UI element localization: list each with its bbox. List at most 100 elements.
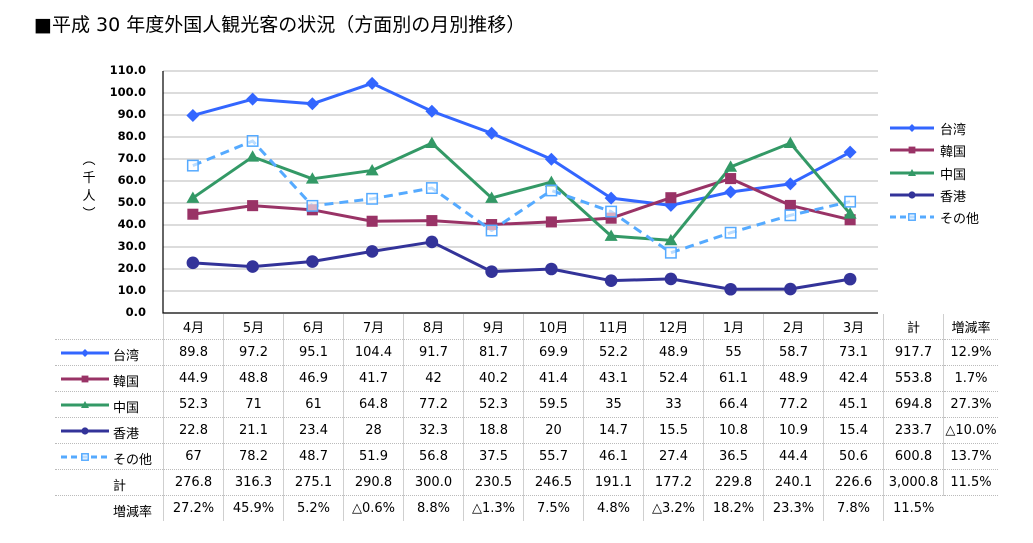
y-axis-label: ︵ 千 人 ︶	[80, 152, 98, 224]
data-point	[425, 235, 439, 249]
data-table: 4月 5月 6月 7月 8月 9月 10月 11月 12月 1月 2月 3月計増減率 台湾 89.8 97.…	[55, 314, 998, 521]
data-point	[605, 212, 617, 224]
table-row-rate: 増減率 27.2% 45.9% 5.2% △0.6% 8.8% △1.3% 7.5% 4.8% △…	[55, 495, 998, 522]
data-label: 44.4	[763, 443, 824, 470]
data-label: 48.9	[763, 365, 824, 392]
legend-label: 韓国	[940, 145, 967, 161]
data-point	[664, 233, 678, 246]
y-tick-label: 90.0	[117, 107, 146, 121]
data-label: 104.4	[343, 339, 404, 366]
data-label: 48.7	[283, 443, 344, 470]
data-label: 177.2	[643, 469, 704, 496]
row-total: 694.8	[883, 391, 944, 418]
data-label: 27.4	[643, 443, 704, 470]
data-label: 67	[163, 443, 224, 470]
row-header: 台湾	[55, 339, 164, 366]
data-point	[724, 282, 737, 296]
data-label: 290.8	[343, 469, 404, 496]
row-label: 中国	[113, 401, 140, 416]
data-label: 56.8	[403, 443, 464, 470]
data-point	[246, 92, 260, 106]
data-point	[784, 282, 797, 296]
data-point	[186, 256, 200, 270]
data-point	[783, 177, 797, 191]
x-tick-label: 12月	[643, 314, 704, 340]
data-point	[544, 152, 558, 166]
data-label: 300.0	[403, 469, 464, 496]
data-label: 97.2	[223, 339, 284, 366]
legend-label: その他	[940, 212, 980, 228]
data-label: 28	[343, 417, 404, 444]
legend-swatch-icon	[890, 191, 934, 199]
legend-key-icon	[61, 375, 109, 383]
table-row: 台湾 89.8 97.2 95.1 104.4 91.7 81.7 69.9 52.2 48.9 5…	[55, 339, 998, 366]
row-total: 3,000.8	[883, 469, 944, 496]
data-label: 89.8	[163, 339, 224, 366]
data-point	[306, 255, 319, 268]
data-point	[246, 135, 259, 147]
table-row: 韓国 44.9 48.8 46.9 41.7 42 40.2 41.4 43.1 52.4 61.1…	[55, 365, 998, 392]
data-point	[366, 215, 378, 227]
data-label: 276.8	[163, 469, 224, 496]
data-point	[724, 185, 738, 199]
table-row: 中国 52.3 71 61 64.8 77.2 52.3 59.5 35 33 66.4 77.2 45…	[55, 391, 998, 418]
data-label: 78.2	[223, 443, 284, 470]
data-label: 10.8	[703, 417, 764, 444]
y-tick-label: 30.0	[117, 239, 146, 253]
data-label: 4.8%	[583, 495, 644, 521]
data-label: 71	[223, 391, 284, 418]
row-header: 増減率	[55, 496, 164, 522]
y-axis-label-char: 千	[82, 171, 96, 186]
data-label: 229.8	[703, 469, 764, 496]
y-axis-label-char: ︵	[82, 153, 96, 168]
data-label: 59.5	[523, 391, 584, 418]
row-total: 600.8	[883, 443, 944, 470]
data-label: 36.5	[703, 443, 764, 470]
row-total: 11.5%	[883, 495, 944, 521]
legend-swatch-icon	[890, 124, 934, 132]
data-label: 50.6	[823, 443, 884, 470]
x-tick-label: 1月	[703, 314, 764, 340]
data-label: 58.7	[763, 339, 824, 366]
data-label: 51.9	[343, 443, 404, 470]
row-total: 917.7	[883, 339, 944, 366]
data-label: 33	[643, 391, 704, 418]
data-label: △3.2%	[643, 495, 704, 521]
row-header: 香港	[55, 417, 164, 444]
data-point	[605, 205, 618, 218]
legend-item: 中国	[888, 163, 1028, 183]
data-label: 64.8	[343, 391, 404, 418]
y-tick-label: 50.0	[117, 195, 146, 209]
legend-key-icon	[61, 453, 109, 461]
data-label: 91.7	[403, 339, 464, 366]
data-point	[247, 200, 259, 212]
x-tick-label: 11月	[583, 314, 644, 340]
column-header-rate: 増減率	[943, 314, 998, 340]
x-tick-label: 10月	[523, 314, 584, 340]
data-point	[545, 216, 557, 228]
data-label: 23.3%	[763, 495, 824, 521]
series-line-4	[192, 240, 851, 291]
legend-item: 韓国	[888, 140, 1028, 160]
data-point	[783, 136, 797, 149]
data-label: 81.7	[463, 339, 524, 366]
data-label: △1.3%	[463, 495, 524, 521]
data-label: 246.5	[523, 469, 584, 496]
data-point	[485, 126, 499, 140]
data-point	[186, 159, 199, 172]
y-tick-label: 70.0	[117, 151, 146, 165]
data-point	[545, 184, 558, 197]
data-label: 46.1	[583, 443, 644, 470]
data-label: 20	[523, 417, 584, 444]
x-tick-label: 9月	[463, 314, 524, 340]
data-label: 43.1	[583, 365, 644, 392]
y-tick-label: 100.0	[109, 85, 146, 99]
series-line-5	[192, 139, 851, 255]
table-row-total: 計 276.8 316.3 275.1 290.8 300.0 230.5 246.5 191.…	[55, 469, 998, 496]
data-point	[665, 192, 677, 204]
row-header: 中国	[55, 391, 164, 418]
data-label: 21.1	[223, 417, 284, 444]
x-tick-label: 8月	[403, 314, 464, 340]
data-label: 14.7	[583, 417, 644, 444]
x-tick-label: 2月	[763, 314, 824, 340]
